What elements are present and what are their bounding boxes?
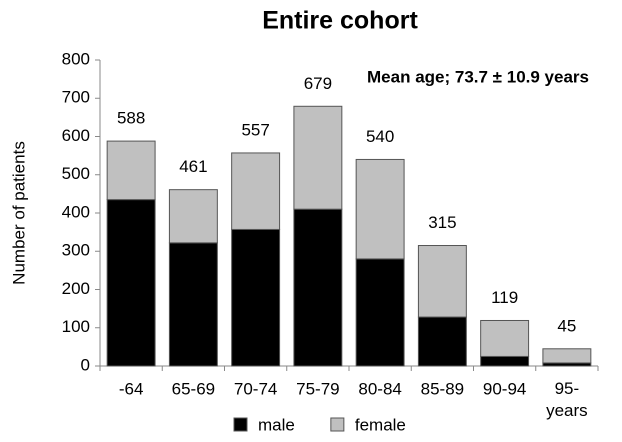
total-label: 45 [557,316,576,335]
x-tick-label: 95-years [546,379,588,420]
total-label: 461 [179,157,207,176]
legend-label: male [258,415,295,434]
annotation: Mean age; 73.7 ± 10.9 years [367,67,589,86]
bar-segment [417,316,467,367]
y-tick-label: 500 [62,164,90,183]
bar-segment [480,355,530,367]
chart-title: Entire cohort [262,7,418,35]
bar-segment [417,245,467,318]
y-axis-label: Number of patients [9,141,28,285]
bar-segment [542,348,592,364]
y-tick-label: 800 [62,49,90,68]
total-label: 679 [304,74,332,93]
x-tick-label: -64 [119,379,144,398]
bar-segment [231,228,281,367]
y-tick-label: 200 [62,279,90,298]
bar-segment [231,152,281,230]
total-label: 315 [428,213,456,232]
bar-segment [106,140,156,201]
y-tick-label: 400 [62,202,90,221]
bar-segment [293,105,343,210]
x-tick-label: 85-89 [421,379,464,398]
bar-segment [168,189,218,244]
bar-segment [355,258,405,367]
y-tick-label: 600 [62,126,90,145]
x-tick-label: 70-74 [234,379,277,398]
total-label: 119 [491,288,518,307]
bar-segment [480,319,530,357]
bar-segment [168,242,218,367]
bar-segment [106,199,156,367]
bar-segment [293,208,343,367]
legend-swatch [330,417,345,432]
legend-swatch [233,417,248,432]
bar-segment [355,158,405,260]
total-label: 588 [117,109,145,128]
y-tick-label: 300 [62,241,90,260]
y-tick-label: 100 [62,317,90,336]
total-label: 557 [241,120,269,139]
x-tick-label: 90-94 [483,379,526,398]
legend-label: female [355,415,406,434]
x-tick-label: 65-69 [172,379,215,398]
x-tick-label: 75-79 [296,379,339,398]
y-tick-label: 700 [62,88,90,107]
x-tick-label: 80-84 [358,379,401,398]
total-label: 540 [366,127,394,146]
y-tick-label: 0 [81,355,90,374]
